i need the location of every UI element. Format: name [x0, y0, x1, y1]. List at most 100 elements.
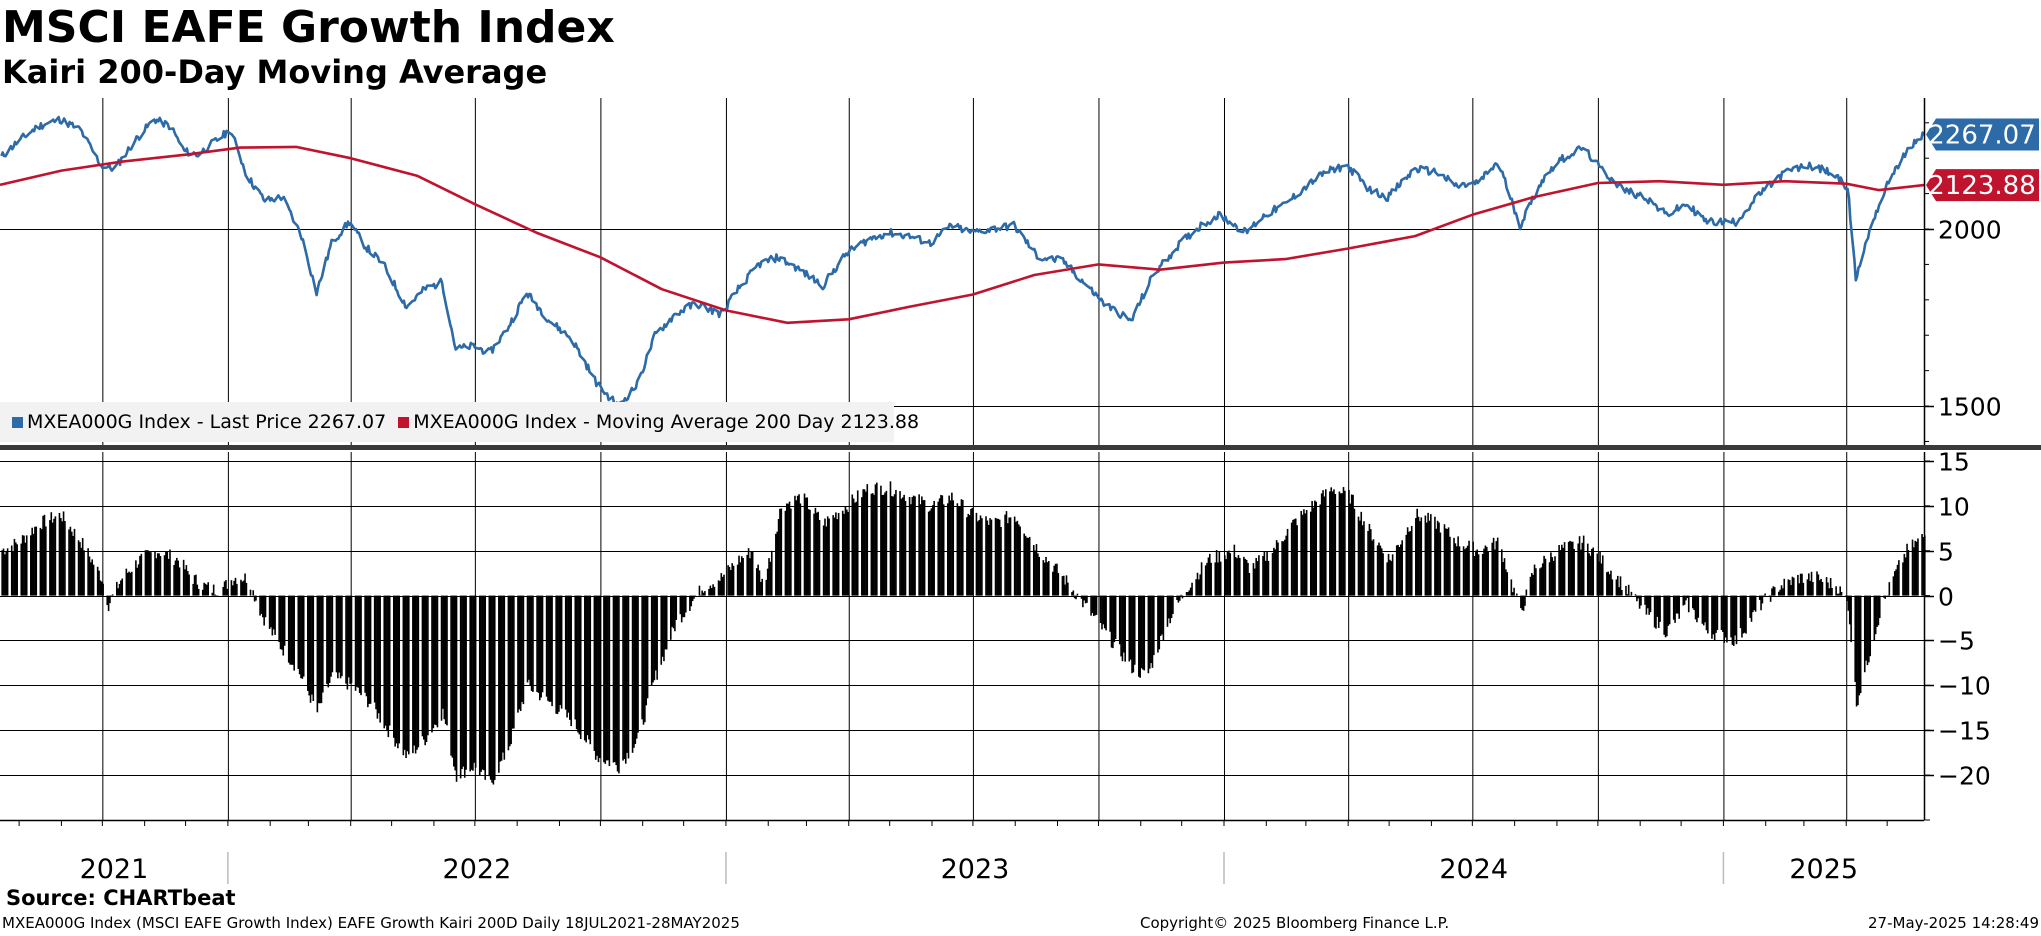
kairi-bar — [12, 551, 14, 596]
kairi-bar — [1273, 547, 1275, 596]
kairi-bar — [641, 595, 643, 720]
kairi-bar — [605, 595, 608, 761]
kairi-bar — [1895, 569, 1897, 596]
kairi-bar — [2, 548, 5, 596]
kairi-bar — [1808, 573, 1810, 596]
kairi-bar — [836, 519, 839, 596]
kairi-bar — [1256, 561, 1259, 596]
kairi-bar — [1543, 555, 1545, 596]
kairi-bar — [787, 503, 789, 596]
kairi-bar — [1571, 541, 1574, 596]
kairi-bar — [268, 595, 271, 629]
kairi-bar — [785, 503, 788, 596]
kairi-bar — [293, 595, 295, 671]
kairi-bar — [1207, 557, 1210, 596]
kairi-bar — [637, 595, 639, 733]
kairi-bar — [608, 595, 611, 767]
kairi-bar — [99, 580, 102, 596]
kairi-bar — [330, 595, 332, 677]
kairi-bar — [1416, 508, 1418, 596]
kairi-bar — [87, 548, 89, 596]
kairi-bar — [978, 520, 980, 596]
kairi-bar — [102, 583, 104, 596]
kairi-bar — [137, 564, 140, 596]
kairi-bar — [337, 595, 339, 679]
kairi-bar — [1644, 595, 1646, 605]
kairi-bar — [873, 494, 875, 596]
kairi-bar — [1026, 537, 1028, 596]
kairi-bar — [1233, 544, 1236, 596]
kairi-bar — [1638, 595, 1641, 609]
kairi-bar — [895, 489, 897, 596]
kairi-bar — [1124, 595, 1126, 662]
kairi-bar — [1395, 545, 1398, 596]
kairi-bar — [1758, 595, 1761, 600]
kairi-bar — [1000, 526, 1002, 596]
kairi-bar — [852, 498, 855, 596]
kairi-bar — [311, 595, 313, 695]
kairi-bar — [1494, 549, 1496, 596]
kairi-bar — [989, 518, 991, 596]
kairi-bar — [155, 558, 158, 596]
kairi-bar — [529, 595, 532, 686]
kairi-bar — [1874, 595, 1877, 635]
kairi-bar — [365, 595, 368, 697]
kairi-bar — [1716, 595, 1719, 630]
kairi-bar — [1217, 562, 1219, 596]
kairi-bar — [440, 595, 443, 721]
kairi-bar — [49, 520, 51, 596]
kairi-bar — [1877, 595, 1880, 626]
kairi-bar — [271, 595, 274, 636]
kairi-bar — [1495, 541, 1498, 596]
kairi-bar — [298, 595, 301, 675]
kairi-bar — [807, 509, 810, 596]
kairi-bar — [1157, 595, 1159, 653]
kairi-bar — [990, 519, 993, 596]
kairi-bar — [532, 595, 534, 692]
kairi-bar — [1618, 587, 1620, 596]
kairi-bar — [1697, 595, 1700, 618]
kairi-bar — [207, 582, 210, 596]
kairi-bar — [395, 595, 398, 744]
kairi-bar — [1304, 513, 1307, 596]
kairi-bar — [1821, 581, 1824, 596]
kairi-bar — [192, 583, 194, 596]
kairi-bar — [1726, 595, 1728, 643]
kairi-bar — [1483, 548, 1485, 596]
kairi-bar — [1896, 564, 1899, 596]
kairi-bar — [837, 512, 840, 596]
kairi-bar — [1427, 512, 1429, 596]
kairi-bar — [1322, 490, 1324, 596]
kairi-bar — [15, 542, 17, 596]
kairi-bar — [223, 581, 226, 596]
kairi-bar — [1225, 559, 1227, 596]
kairi-bar — [663, 595, 665, 662]
kairi-bar — [345, 595, 347, 684]
kairi-bar — [547, 595, 549, 701]
kairi-bar — [376, 595, 379, 719]
kairi-bar — [1009, 517, 1012, 596]
kairi-bar — [173, 564, 175, 596]
kairi-bar — [1481, 553, 1484, 596]
kairi-bar — [357, 595, 360, 688]
kairi-bar — [327, 595, 330, 688]
kairi-bar — [1730, 595, 1732, 638]
kairi-bar — [1533, 564, 1536, 596]
kairi-bar — [1151, 595, 1154, 668]
kairi-bar — [226, 588, 229, 596]
kairi-bar — [698, 585, 701, 596]
kairi-bar — [684, 595, 687, 613]
kairi-bar — [900, 498, 903, 596]
kairi-bar — [556, 595, 559, 715]
kairi-bar — [803, 493, 806, 596]
kairi-bar — [147, 550, 149, 596]
kairi-bar — [1409, 531, 1412, 596]
kairi-bar — [1484, 545, 1487, 596]
kairi-bar — [331, 595, 334, 673]
kairi-bar — [499, 595, 502, 762]
kairi-bar — [1397, 544, 1399, 596]
kairi-bar — [940, 494, 942, 596]
kairi-bar — [1398, 546, 1401, 596]
kairi-bar — [373, 595, 376, 703]
kairi-bar — [1783, 578, 1786, 596]
